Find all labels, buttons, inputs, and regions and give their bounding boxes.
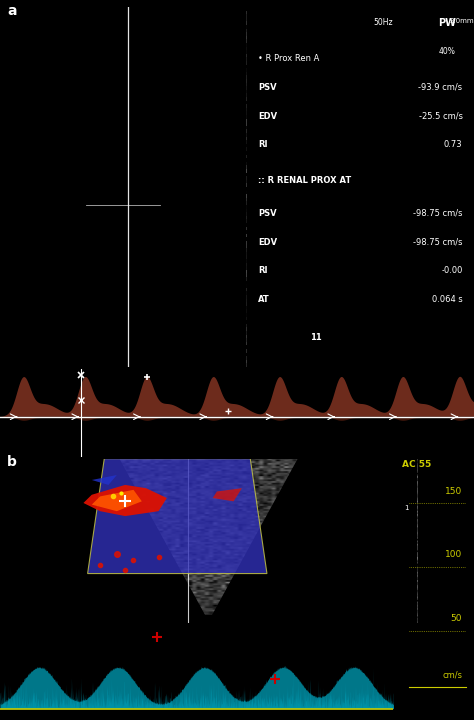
Polygon shape — [123, 0, 259, 385]
Text: 40%: 40% — [439, 47, 456, 55]
Text: :: R RENAL PROX AT: :: R RENAL PROX AT — [258, 176, 351, 185]
Polygon shape — [0, 0, 123, 385]
Text: cm/s: cm/s — [442, 670, 462, 680]
Text: 150: 150 — [445, 487, 462, 495]
Text: EDV: EDV — [258, 112, 277, 120]
Text: PSV: PSV — [258, 83, 276, 91]
Polygon shape — [83, 485, 167, 516]
Polygon shape — [0, 455, 209, 626]
Text: a: a — [7, 4, 17, 17]
Text: 50: 50 — [451, 614, 462, 624]
Polygon shape — [88, 459, 267, 574]
Polygon shape — [213, 488, 242, 501]
Polygon shape — [209, 455, 426, 626]
Polygon shape — [92, 475, 117, 485]
Polygon shape — [0, 7, 259, 385]
Polygon shape — [0, 615, 426, 626]
Text: AC 55: AC 55 — [401, 460, 431, 469]
Text: -0.00: -0.00 — [441, 266, 463, 275]
Text: 100: 100 — [445, 550, 462, 559]
Text: EDV: EDV — [258, 238, 277, 246]
Text: • R Prox Ren A: • R Prox Ren A — [258, 54, 319, 63]
Text: -25.5 cm/s: -25.5 cm/s — [419, 112, 463, 120]
Text: RI: RI — [258, 140, 267, 150]
Text: PW: PW — [438, 18, 456, 28]
Text: RI: RI — [258, 266, 267, 275]
Text: 11: 11 — [310, 333, 322, 342]
Text: PSV: PSV — [258, 209, 276, 217]
Text: -98.75 cm/s: -98.75 cm/s — [413, 209, 463, 217]
Polygon shape — [92, 490, 142, 511]
Text: 2.0mm: 2.0mm — [449, 18, 474, 24]
Text: 50Hz: 50Hz — [373, 18, 393, 27]
Polygon shape — [19, 7, 227, 148]
Text: 0.73: 0.73 — [444, 140, 463, 150]
Text: -98.75 cm/s: -98.75 cm/s — [413, 238, 463, 246]
Text: 1: 1 — [404, 505, 409, 511]
Text: -93.9 cm/s: -93.9 cm/s — [419, 83, 463, 91]
Text: AT: AT — [258, 295, 270, 304]
Text: b: b — [7, 455, 17, 469]
Text: 0.064 s: 0.064 s — [432, 295, 463, 304]
